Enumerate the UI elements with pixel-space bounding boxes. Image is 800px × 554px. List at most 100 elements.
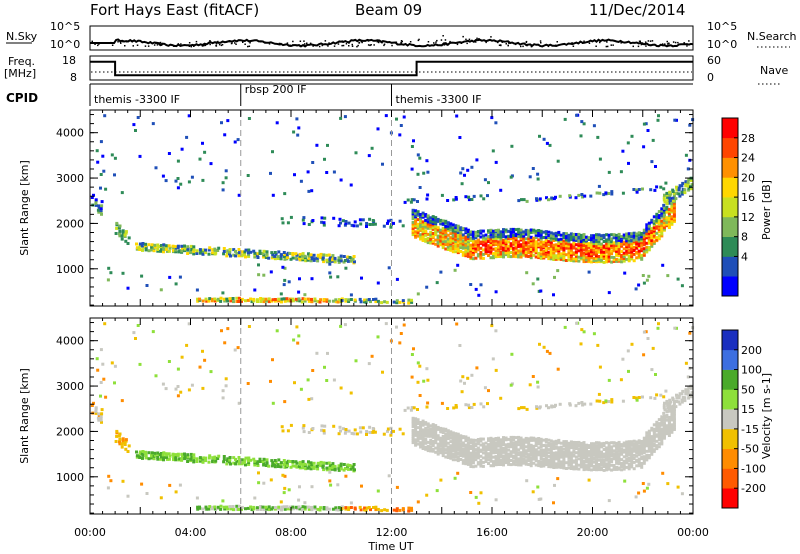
noise-search-point <box>378 41 380 44</box>
freq-panel: Freq. [MHz] 18 8 60 0 Nave <box>4 54 788 85</box>
noise-search-point <box>312 45 314 47</box>
noise-search-point <box>540 42 542 44</box>
velocity-cell <box>338 425 342 429</box>
power-cell <box>665 220 669 224</box>
power-cell <box>426 236 430 240</box>
power-cell <box>514 246 518 250</box>
velocity-cell <box>303 505 307 509</box>
velocity-cell <box>282 505 286 509</box>
power-cell <box>564 246 568 250</box>
velocity-cell <box>592 450 596 454</box>
velocity-cell <box>489 464 493 468</box>
power-cell <box>605 260 609 264</box>
power-cell <box>559 247 563 251</box>
velocity-cell <box>440 401 444 405</box>
velocity-cell <box>481 442 485 446</box>
power-cell <box>610 249 614 253</box>
velocity-cell <box>469 459 473 463</box>
power-cell <box>426 241 430 245</box>
velocity-cell <box>567 463 571 467</box>
velocity-cell <box>574 460 578 464</box>
power-cell <box>567 242 571 246</box>
velocity-cell <box>196 507 200 511</box>
velocity-cell <box>211 505 214 509</box>
power-cell <box>671 188 675 192</box>
power-cell <box>652 219 656 223</box>
power-cell <box>440 193 444 197</box>
velocity-cell <box>519 455 523 459</box>
velocity-cell <box>504 446 508 450</box>
power-cell <box>547 234 551 237</box>
power-cell <box>434 226 438 230</box>
velocity-cell <box>466 443 470 447</box>
velocity-cell <box>660 427 664 431</box>
power-cell <box>672 212 676 216</box>
velocity-cell <box>532 457 536 461</box>
noise-search-point <box>286 42 289 44</box>
power-cell <box>569 234 573 238</box>
power-cell <box>665 222 669 226</box>
velocity-cell <box>307 431 311 434</box>
power-cell <box>531 167 535 170</box>
power-cell <box>123 233 127 237</box>
velocity-cell <box>436 442 440 446</box>
velocity-cell <box>524 440 528 444</box>
velocity-cell <box>621 357 625 361</box>
velocity-cell <box>416 500 420 504</box>
velocity-cell <box>681 389 685 393</box>
power-cell <box>181 246 184 250</box>
velocity-cell <box>610 463 614 467</box>
power-cell <box>469 243 473 247</box>
power-cell <box>627 257 631 261</box>
velocity-cell <box>315 464 319 468</box>
velocity-cell <box>647 439 651 443</box>
power-cell <box>421 215 425 219</box>
velocity-cell <box>489 445 493 449</box>
velocity-cell <box>336 483 340 487</box>
power-cell <box>562 236 566 240</box>
power-cell <box>459 239 463 243</box>
velocity-cell <box>524 459 528 463</box>
power-cell <box>411 212 415 216</box>
noise-search-point <box>409 41 412 43</box>
velocity-cell <box>549 459 553 462</box>
velocity-cell <box>585 449 588 453</box>
power-cell <box>656 118 660 122</box>
velocity-cell <box>582 468 586 472</box>
power-cell <box>387 266 391 270</box>
velocity-cell <box>662 395 666 399</box>
velocity-cell <box>456 451 460 455</box>
velocity-cell <box>612 467 616 471</box>
velocity-cell <box>328 470 332 474</box>
velocity-cell <box>454 432 458 436</box>
freq-tick-bottom: 8 <box>70 71 77 84</box>
velocity-cell <box>436 434 440 438</box>
noise-search-point <box>94 43 96 45</box>
velocity-cell <box>650 438 654 442</box>
velocity-cell <box>466 462 470 466</box>
velocity-cell <box>223 507 227 511</box>
power-cell <box>549 240 553 244</box>
velocity-cell <box>138 452 142 456</box>
velocity-cell <box>115 434 119 438</box>
velocity-cell <box>456 455 460 459</box>
velocity-cell <box>298 460 302 464</box>
velocity-cell <box>431 434 435 438</box>
power-cell <box>678 194 682 198</box>
colorbar-tick-label: -15 <box>741 423 759 436</box>
power-cell <box>228 252 231 256</box>
noise-search-point <box>383 43 386 45</box>
colorbar-tick-label: 200 <box>741 344 762 357</box>
velocity-cell <box>577 451 581 455</box>
noise-search-point <box>215 45 218 47</box>
power-cell <box>472 194 476 198</box>
power-cell <box>625 251 629 255</box>
velocity-cell <box>298 507 302 511</box>
power-cell <box>441 227 445 230</box>
velocity-cell <box>416 408 419 411</box>
velocity-cell <box>582 453 586 457</box>
velocity-cell <box>507 456 511 460</box>
power-cell <box>275 121 279 125</box>
power-cell <box>223 133 227 137</box>
power-cell <box>222 250 226 253</box>
